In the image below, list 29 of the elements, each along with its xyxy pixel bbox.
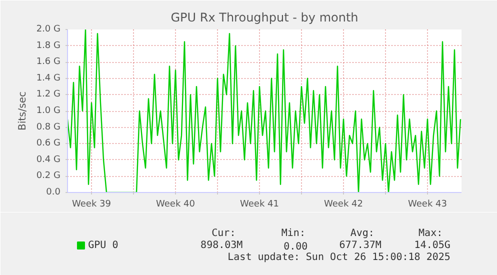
y-tick-label: 1.4 G <box>36 73 61 84</box>
y-tick-label: 1.0 G <box>36 106 61 116</box>
y-tick-label: 0.0 <box>46 188 61 198</box>
y-tick-label: 1.2 G <box>36 90 61 100</box>
x-tick-label: Week 40 <box>156 200 196 210</box>
text: 677.37M <box>339 240 382 251</box>
text: Last update: Sun Oct 26 15:00:18 2025 <box>228 252 450 263</box>
text: 0.00 <box>284 242 308 252</box>
line-series <box>68 30 462 192</box>
text: Max: <box>418 228 443 239</box>
y-tick-label: 0.6 G <box>36 138 61 149</box>
x-tick-label: Week 42 <box>324 200 363 210</box>
y-tick-label: 0.8 G <box>36 122 61 132</box>
x-tick-label: Week 43 <box>408 200 447 210</box>
text: Avg: <box>350 228 374 239</box>
text: 898.03M <box>200 240 243 251</box>
text: Cur: <box>212 228 236 239</box>
y-axis-title: Bits/sec <box>17 92 28 130</box>
text: Min: <box>281 228 306 239</box>
y-tick-label: 1.8 G <box>36 40 61 51</box>
x-tick-label: Week 41 <box>240 200 279 210</box>
y-tick-label: 0.2 G <box>36 171 61 182</box>
chart-title: GPU Rx Throughput - by month <box>170 10 358 24</box>
y-tick-label: 1.6 G <box>36 57 61 68</box>
text: 14.05G <box>414 240 450 251</box>
y-tick-label: 2.0 G <box>36 24 61 34</box>
x-tick-label: Week 39 <box>72 200 112 210</box>
y-tick-label: 0.4 G <box>36 154 61 165</box>
legend-label: GPU 0 <box>88 240 118 251</box>
